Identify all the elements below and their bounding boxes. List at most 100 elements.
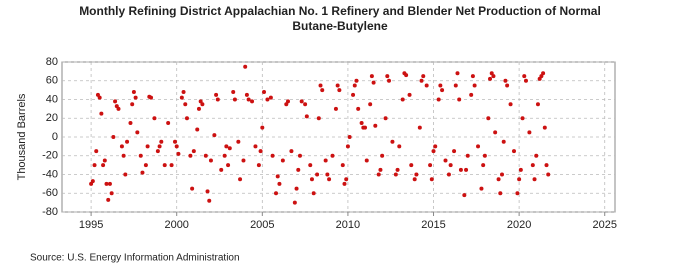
point (212, 133, 217, 138)
point (517, 177, 522, 182)
point (244, 92, 249, 97)
point (102, 158, 107, 163)
point (195, 127, 200, 132)
point (493, 130, 498, 135)
point (318, 83, 323, 88)
point (104, 181, 109, 186)
point (368, 102, 373, 107)
point (231, 90, 236, 94)
point (462, 193, 467, 198)
point (472, 83, 477, 88)
point (196, 106, 201, 111)
point (479, 186, 484, 191)
point (486, 116, 491, 121)
point (347, 135, 352, 139)
point (511, 149, 516, 154)
point (481, 163, 486, 168)
point (172, 139, 177, 144)
point (308, 163, 313, 168)
point (337, 88, 342, 93)
point (236, 139, 241, 144)
point (457, 97, 462, 102)
point (121, 153, 126, 158)
point (90, 179, 95, 184)
point (345, 144, 350, 149)
point (289, 149, 294, 154)
point (277, 181, 282, 186)
point (387, 78, 392, 83)
point (500, 172, 505, 177)
point (181, 90, 186, 94)
point (116, 106, 121, 111)
point (241, 158, 246, 163)
point (378, 167, 383, 172)
point (179, 95, 184, 100)
point (470, 74, 475, 79)
point (325, 172, 330, 177)
point (409, 163, 414, 168)
point (303, 102, 308, 107)
point (176, 151, 181, 156)
point (380, 153, 385, 158)
point (491, 74, 496, 79)
point (527, 130, 532, 135)
point (369, 74, 374, 79)
point (327, 177, 332, 182)
point (333, 106, 338, 111)
point (469, 92, 474, 97)
point (285, 99, 290, 104)
point (297, 153, 302, 158)
point (119, 144, 124, 149)
y-tick-label: 60 (46, 75, 58, 87)
point (311, 191, 316, 196)
point (145, 144, 150, 149)
point (128, 120, 133, 125)
point (440, 88, 445, 93)
point (174, 144, 179, 149)
point (188, 153, 193, 158)
point (270, 153, 275, 158)
point (203, 153, 208, 158)
point (138, 153, 143, 158)
point (458, 167, 463, 172)
y-tick-label: -20 (42, 150, 58, 162)
point (226, 163, 231, 168)
point (320, 88, 325, 93)
point (258, 149, 263, 154)
point (501, 139, 506, 144)
point (390, 139, 395, 144)
y-axis-label: Thousand Barrels (16, 93, 28, 180)
point (123, 172, 128, 177)
point (274, 191, 279, 196)
y-tick-label: 20 (46, 112, 58, 124)
point (393, 172, 398, 177)
point (520, 116, 525, 121)
point (143, 163, 148, 168)
point (465, 153, 470, 158)
point (400, 97, 405, 102)
point (446, 172, 451, 177)
point (532, 177, 537, 182)
point (453, 83, 458, 88)
point (433, 144, 438, 149)
point (443, 158, 448, 163)
point (275, 174, 280, 179)
point (125, 139, 130, 144)
chart-title: Monthly Refining District Appalachian No… (79, 4, 601, 33)
y-tick-label: 80 (46, 56, 58, 68)
point (496, 177, 501, 182)
x-tick-label: 2000 (164, 219, 188, 231)
point (155, 149, 160, 154)
point (421, 74, 426, 79)
point (99, 111, 104, 116)
point (335, 83, 340, 88)
point (265, 97, 270, 102)
point (323, 158, 328, 163)
point (243, 64, 248, 69)
point (184, 116, 189, 121)
point (523, 78, 528, 83)
point (166, 120, 171, 125)
point (280, 158, 285, 163)
